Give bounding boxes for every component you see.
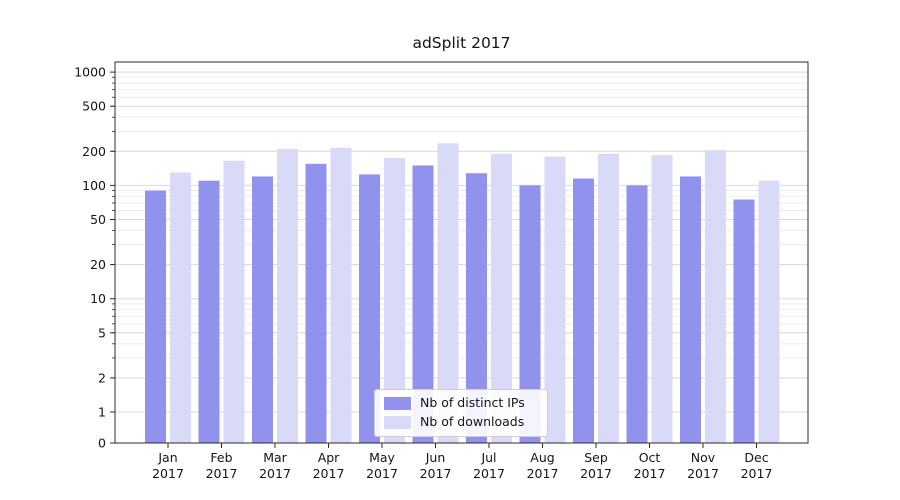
chart-title: adSplit 2017 bbox=[412, 34, 511, 52]
bar-distinct-ips-jul bbox=[466, 173, 487, 443]
legend-item-downloads: Nb of downloads bbox=[384, 416, 525, 429]
bar-distinct-ips-jan bbox=[145, 190, 166, 443]
x-tick-label-month: Sep bbox=[584, 450, 608, 465]
x-tick-label-month: Aug bbox=[530, 450, 554, 465]
bar-downloads-mar bbox=[277, 148, 298, 443]
x-tick-label-month: Feb bbox=[210, 450, 232, 465]
legend-label-distinct-ips: Nb of distinct IPs bbox=[420, 395, 525, 411]
x-tick-label-month: Oct bbox=[639, 450, 661, 465]
legend-item-distinct-ips: Nb of distinct IPs bbox=[384, 397, 525, 410]
bar-downloads-feb bbox=[223, 160, 245, 443]
x-tick-label-year: 2017 bbox=[580, 466, 612, 481]
legend-swatch-downloads bbox=[384, 416, 411, 429]
x-tick-label-year: 2017 bbox=[313, 466, 345, 481]
y-tick-label: 20 bbox=[90, 257, 106, 272]
bar-downloads-oct bbox=[651, 155, 673, 443]
x-tick-label-month: Dec bbox=[744, 450, 768, 465]
bar-downloads-jun bbox=[437, 143, 459, 443]
x-tick-label-year: 2017 bbox=[206, 466, 238, 481]
x-tick-label-month: May bbox=[369, 450, 395, 465]
bar-distinct-ips-aug bbox=[519, 185, 541, 443]
y-tick-label: 2 bbox=[98, 370, 106, 385]
x-tick-label-month: Jan bbox=[157, 450, 177, 465]
x-tick-label-year: 2017 bbox=[687, 466, 719, 481]
y-tick-label: 1 bbox=[98, 405, 106, 420]
x-tick-label-year: 2017 bbox=[527, 466, 559, 481]
x-tick-label-year: 2017 bbox=[152, 466, 184, 481]
x-tick-label-year: 2017 bbox=[366, 466, 398, 481]
bar-distinct-ips-jun bbox=[412, 165, 434, 444]
y-tick-label: 10 bbox=[90, 291, 106, 306]
y-tick-label: 100 bbox=[82, 178, 106, 193]
bar-distinct-ips-nov bbox=[680, 176, 701, 443]
x-tick-label-year: 2017 bbox=[259, 466, 291, 481]
bar-distinct-ips-apr bbox=[305, 163, 327, 443]
legend-swatch-distinct-ips bbox=[384, 397, 411, 410]
x-tick-label-year: 2017 bbox=[473, 466, 505, 481]
legend-label-downloads: Nb of downloads bbox=[420, 414, 525, 430]
bar-distinct-ips-oct bbox=[626, 185, 648, 443]
bar-distinct-ips-may bbox=[359, 174, 380, 443]
bar-distinct-ips-mar bbox=[252, 176, 273, 443]
legend: Nb of distinct IPs Nb of downloads bbox=[374, 389, 548, 437]
x-tick-label-year: 2017 bbox=[741, 466, 773, 481]
bar-distinct-ips-dec bbox=[733, 199, 755, 443]
bar-downloads-aug bbox=[544, 156, 566, 443]
bar-downloads-may bbox=[384, 157, 405, 444]
plot-border bbox=[114, 61, 809, 444]
y-tick-label: 200 bbox=[82, 144, 106, 159]
y-tick-label: 1000 bbox=[74, 65, 106, 80]
bar-downloads-dec bbox=[758, 180, 780, 443]
bar-downloads-nov bbox=[705, 150, 726, 443]
y-tick-label: 5 bbox=[98, 325, 106, 340]
bar-distinct-ips-sep bbox=[573, 178, 594, 443]
bar-downloads-sep bbox=[598, 153, 619, 444]
y-tick-label: 0 bbox=[98, 436, 106, 451]
bar-downloads-apr bbox=[330, 147, 352, 443]
x-tick-label-month: Nov bbox=[691, 450, 716, 465]
y-tick-label: 500 bbox=[82, 99, 106, 114]
x-tick-label-month: Apr bbox=[318, 450, 340, 465]
bar-downloads-jul bbox=[491, 153, 512, 444]
x-tick-label-month: Mar bbox=[263, 450, 287, 465]
x-tick-label-month: Jun bbox=[425, 450, 446, 465]
y-tick-label: 50 bbox=[90, 212, 106, 227]
x-tick-label-year: 2017 bbox=[634, 466, 666, 481]
x-tick-label-year: 2017 bbox=[420, 466, 452, 481]
bar-downloads-jan bbox=[170, 172, 191, 443]
bar-distinct-ips-feb bbox=[198, 180, 220, 443]
x-tick-label-month: Jul bbox=[480, 450, 496, 465]
